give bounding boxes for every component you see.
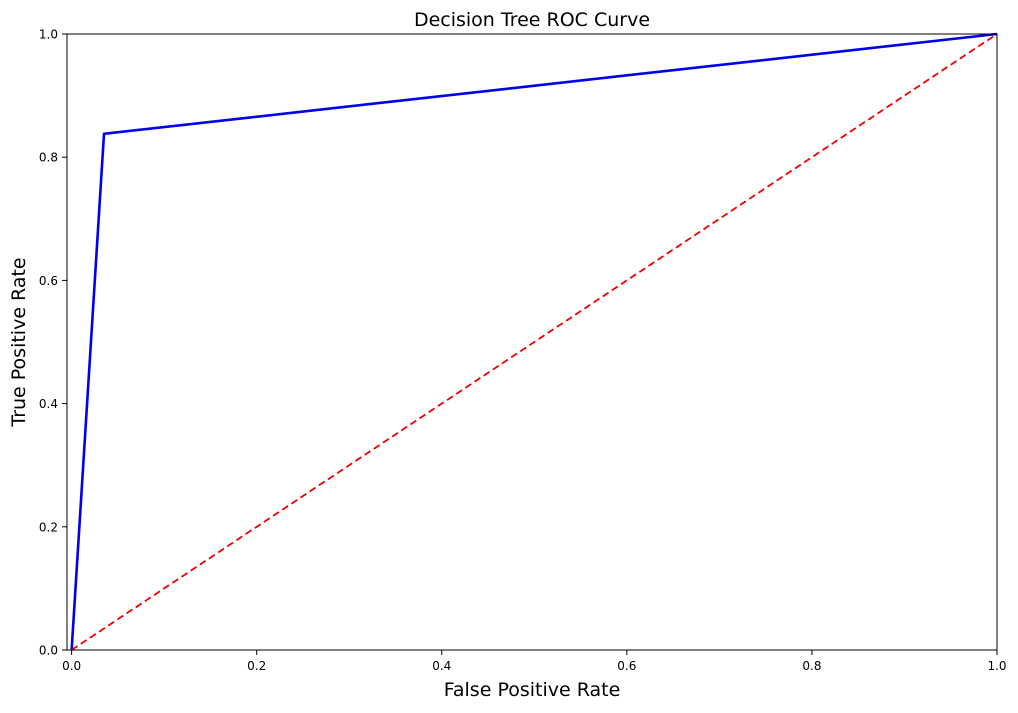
x-tick-label: 0.2 <box>247 659 266 673</box>
y-tick-label: 0.8 <box>39 151 58 165</box>
chart-title: Decision Tree ROC Curve <box>414 9 650 31</box>
y-tick-label: 0.0 <box>39 644 58 658</box>
x-tick-label: 1.0 <box>987 659 1006 673</box>
chance-diagonal-line <box>71 33 998 651</box>
y-tick-label: 0.6 <box>39 274 58 288</box>
x-tick-label: 0.4 <box>432 659 451 673</box>
x-tick-label: 0.6 <box>617 659 636 673</box>
x-tick-label: 0.8 <box>802 659 821 673</box>
y-axis-title: True Positive Rate <box>8 257 30 427</box>
y-tick-label: 1.0 <box>39 28 58 42</box>
plot-frame <box>66 33 998 651</box>
x-tick-label: 0.0 <box>62 659 81 673</box>
plot-area: 0.0 0.2 0.4 0.6 0.8 1.0 0.0 0.2 0.4 0.6 0.8 1.0 <box>39 28 1007 674</box>
y-tick-label: 0.2 <box>39 520 58 534</box>
roc-curve-line <box>70 32 998 651</box>
y-tick-label: 0.4 <box>39 397 58 411</box>
x-axis-title: False Positive Rate <box>444 679 621 701</box>
